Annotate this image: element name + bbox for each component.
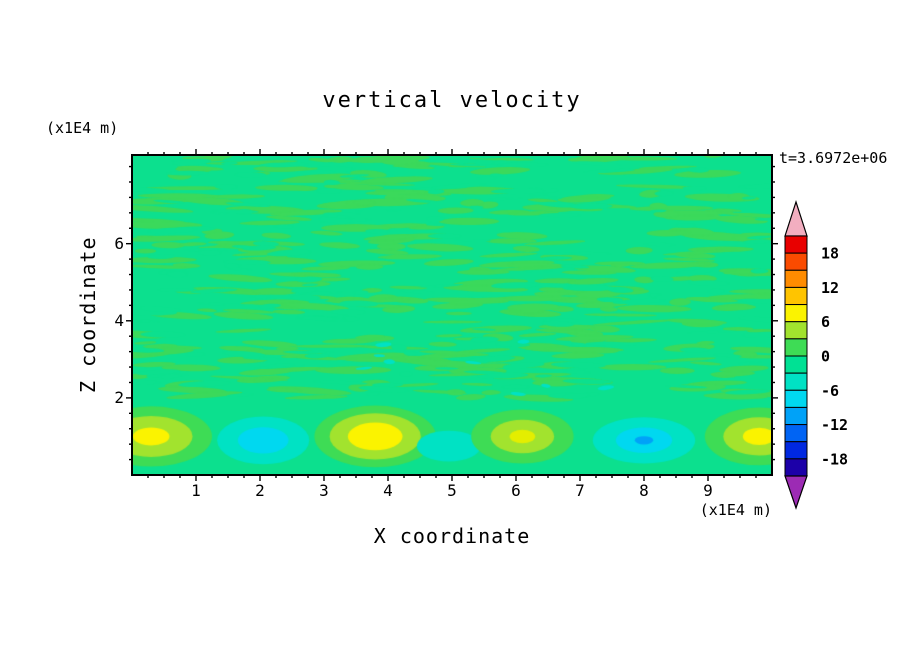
colorbar-band — [784, 252, 808, 271]
colorbar-band — [784, 406, 808, 426]
x-axis-title: X coordinate — [373, 524, 531, 548]
x-tick-label: 2 — [255, 481, 265, 500]
colorbar-label: 12 — [821, 279, 839, 297]
plot-border — [131, 154, 773, 476]
colorbar-band — [784, 389, 808, 408]
colorbar-label: 0 — [821, 348, 830, 366]
colorbar-band — [784, 424, 808, 443]
colorbar-label: 6 — [821, 313, 830, 331]
y-tick-label: 2 — [114, 387, 124, 407]
colorbar-band — [784, 286, 808, 306]
colorbar-label: -18 — [821, 450, 848, 468]
contour-field-canvas — [132, 155, 772, 475]
colorbar-under-arrow — [784, 475, 808, 510]
colorbar-band — [784, 304, 808, 323]
x-tick-label: 7 — [575, 481, 585, 500]
colorbar-label: 18 — [821, 245, 839, 263]
colorbar-band — [784, 458, 808, 477]
y-tick-label: 4 — [114, 310, 124, 330]
x-tick-label: 6 — [511, 481, 521, 500]
colorbar-band — [784, 235, 808, 254]
x-axis-unit-label: (x1E4 m) — [699, 501, 772, 519]
colorbar-band — [784, 338, 808, 357]
plot-frame — [126, 149, 778, 481]
time-label: t=3.6972e+06 — [779, 149, 888, 167]
x-tick-label: 9 — [703, 481, 713, 500]
colorbar: 18 12 6 0 -6 -12 -18 — [784, 200, 848, 510]
colorbar-band — [784, 269, 808, 288]
x-tick-label: 4 — [383, 481, 393, 500]
colorbar-band — [784, 441, 808, 460]
x-tick-label: 8 — [639, 481, 649, 500]
colorbar-band — [784, 321, 808, 340]
colorbar-band — [784, 372, 808, 391]
x-tick-label: 1 — [191, 481, 201, 500]
y-tick-label: 6 — [114, 233, 124, 253]
colorbar-over-arrow — [784, 200, 808, 237]
colorbar-label: -12 — [821, 416, 848, 434]
chart-title: vertical velocity — [322, 88, 582, 113]
y-axis-unit-label: (x1E4 m) — [46, 119, 119, 137]
colorbar-band — [784, 355, 808, 374]
colorbar-label: -6 — [821, 382, 839, 400]
x-tick-label: 3 — [319, 481, 329, 500]
x-tick-label: 5 — [447, 481, 457, 500]
